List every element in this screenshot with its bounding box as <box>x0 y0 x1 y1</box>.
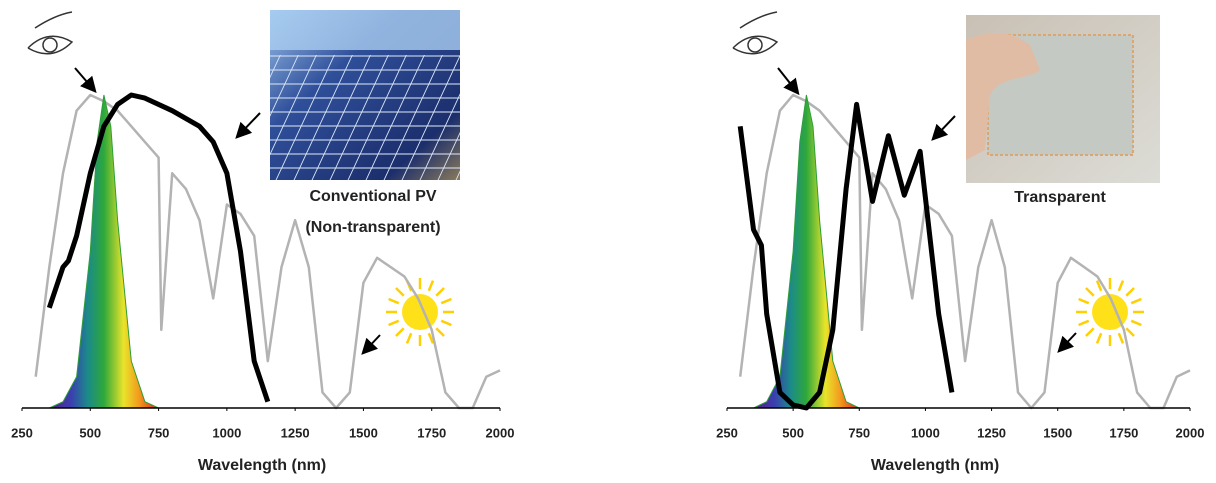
x-axis-label: Wavelength (nm) <box>198 457 326 474</box>
sun-ray <box>396 328 404 336</box>
sun-ray <box>389 321 399 325</box>
sun-ray <box>429 281 433 291</box>
caption: (Non-transparent) <box>305 219 440 236</box>
sun-ray <box>389 299 399 303</box>
x-tick-label: 500 <box>782 425 804 440</box>
sun-ray <box>1131 299 1141 303</box>
sun-ray <box>441 321 451 325</box>
sun-ray <box>407 333 411 343</box>
sun-ray <box>1126 328 1134 336</box>
caption: Conventional PV <box>309 188 436 205</box>
x-tick-label: 750 <box>848 425 870 440</box>
area <box>49 95 158 408</box>
glass-photo <box>966 15 1160 183</box>
sun-ray <box>436 288 444 296</box>
sun-ray <box>396 288 404 296</box>
figure: 250 500 750 1000 1250 1500 1750 2000 Wavelength … <box>0 0 1216 478</box>
x-tick-label: 1250 <box>281 425 310 440</box>
sun-ray <box>1086 328 1094 336</box>
x-tick-label: 1000 <box>911 425 940 440</box>
x-tick-label: 1000 <box>212 425 241 440</box>
x-tick-label: 1750 <box>1109 425 1138 440</box>
sun-ray <box>1131 321 1141 325</box>
sun-ray <box>436 328 444 336</box>
x-axis-label: Wavelength (nm) <box>871 457 999 474</box>
x-tick-label: 1500 <box>349 425 378 440</box>
x-tick-label: 1500 <box>1043 425 1072 440</box>
pv-photo <box>270 10 460 180</box>
sun-disc <box>402 294 438 330</box>
sun-ray <box>1097 333 1101 343</box>
sun-ray <box>441 299 451 303</box>
sun-ray <box>1126 288 1134 296</box>
sun-ray <box>1086 288 1094 296</box>
sun-ray <box>1119 333 1123 343</box>
sun-ray <box>1079 321 1089 325</box>
x-tick-label: 250 <box>716 425 738 440</box>
caption: Transparent <box>1014 189 1106 206</box>
sun-ray <box>1119 281 1123 291</box>
x-tick-label: 1750 <box>417 425 446 440</box>
x-tick-label: 1250 <box>977 425 1006 440</box>
x-tick-label: 2000 <box>486 425 515 440</box>
sun-ray <box>1079 299 1089 303</box>
x-tick-label: 500 <box>79 425 101 440</box>
area <box>753 95 859 408</box>
x-tick-label: 750 <box>148 425 170 440</box>
x-tick-label: 2000 <box>1176 425 1205 440</box>
x-tick-label: 250 <box>11 425 33 440</box>
